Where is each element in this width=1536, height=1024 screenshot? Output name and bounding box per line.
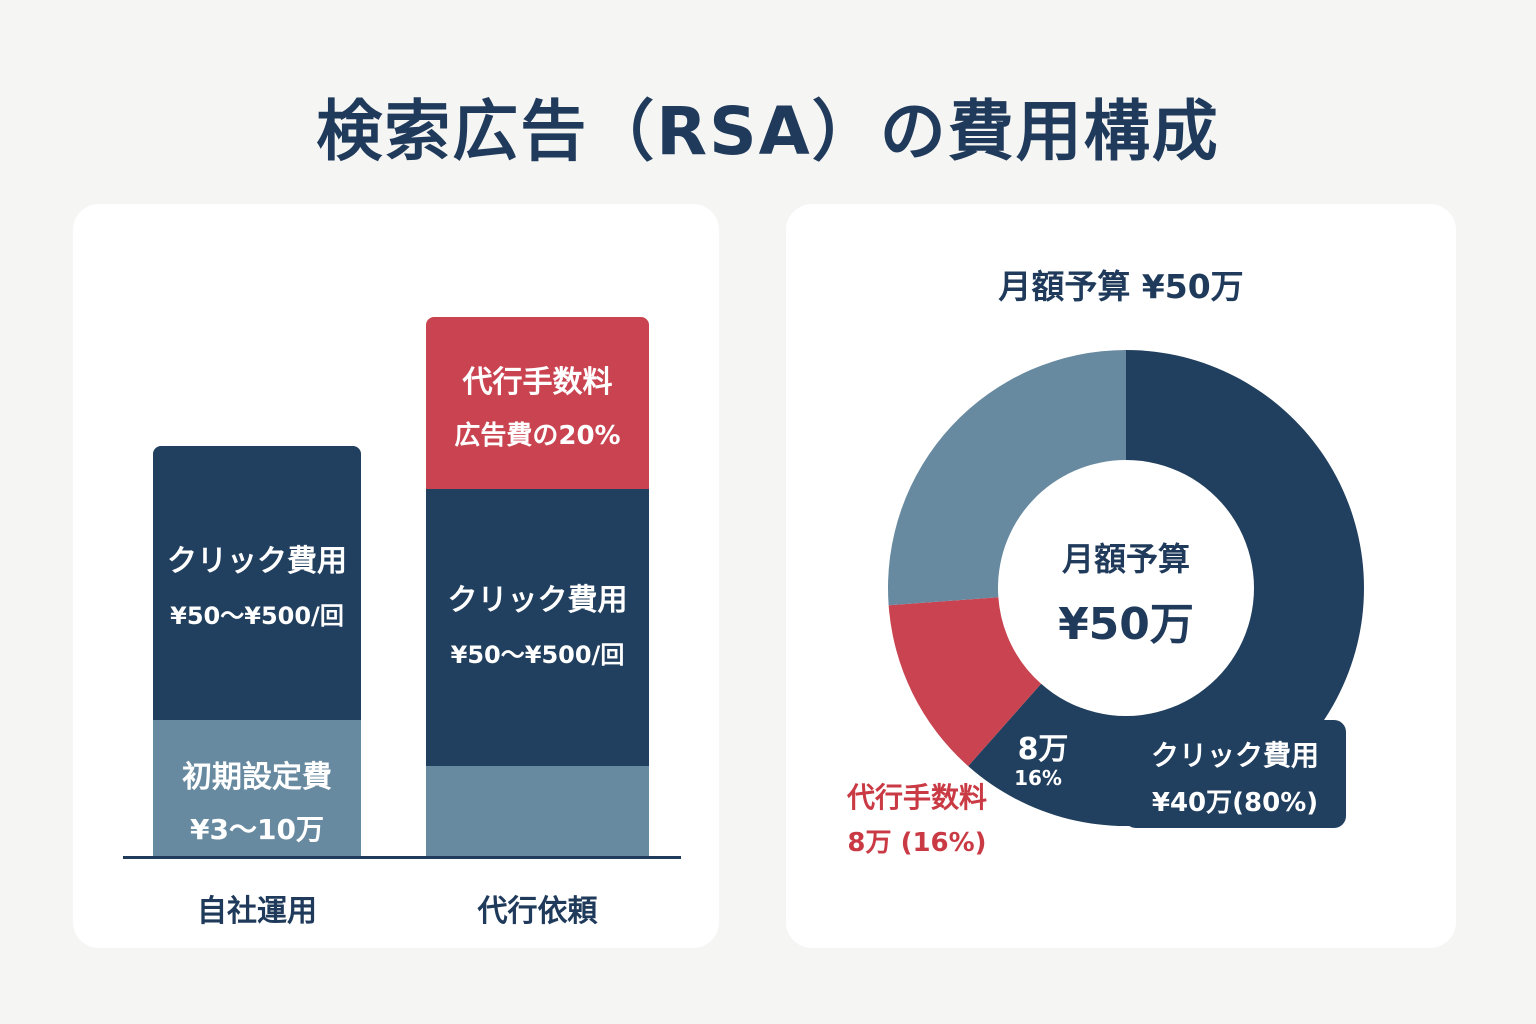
click-cost-callout-label: クリック費用: [1150, 739, 1319, 772]
bar-self-click-label: クリック費用: [167, 544, 347, 579]
click-cost-callout-value: ¥40万(80%): [1151, 788, 1319, 818]
click-cost-callout: クリック費用 ¥40万(80%): [1124, 720, 1346, 828]
category-label-self: 自社運用: [197, 894, 317, 929]
fee-slice-percent: 16%: [1014, 766, 1062, 790]
bar-agency-click-label: クリック費用: [447, 583, 628, 618]
agency-fee-outside-label: 代行手数料: [846, 781, 987, 814]
bar-agency-click-segment: クリック費用 ¥50〜¥500/回: [426, 489, 649, 766]
bar-self-setup-value: ¥3〜10万: [190, 813, 324, 846]
bar-self-click-value: ¥50〜¥500/回: [170, 602, 344, 630]
donut-chart-title: 月額予算 ¥50万: [998, 267, 1244, 306]
bar-self-setup-label: 初期設定費: [182, 760, 332, 795]
bar-agency-fee-value: 広告費の20%: [454, 421, 621, 451]
donut-center-value: ¥50万: [1058, 599, 1194, 650]
category-label-agency: 代行依頼: [477, 894, 598, 929]
page-title: 検索広告（RSA）の費用構成: [316, 93, 1220, 170]
donut-center-label: 月額予算: [1061, 540, 1190, 578]
bar-agency-fee-label: 代行手数料: [462, 365, 613, 400]
bar-chart-baseline: [123, 856, 681, 859]
agency-fee-outside-value: 8万 (16%): [847, 828, 987, 858]
bar-agency-setup-segment: [426, 766, 649, 857]
fee-slice-amount: 8万: [1017, 732, 1069, 767]
bar-agency-click-value: ¥50〜¥500/回: [450, 641, 625, 669]
bar-self-setup-segment: 初期設定費 ¥3〜10万: [153, 720, 361, 857]
bar-agency-fee-segment: 代行手数料 広告費の20%: [426, 317, 649, 489]
bar-self-click-segment: クリック費用 ¥50〜¥500/回: [153, 446, 361, 720]
